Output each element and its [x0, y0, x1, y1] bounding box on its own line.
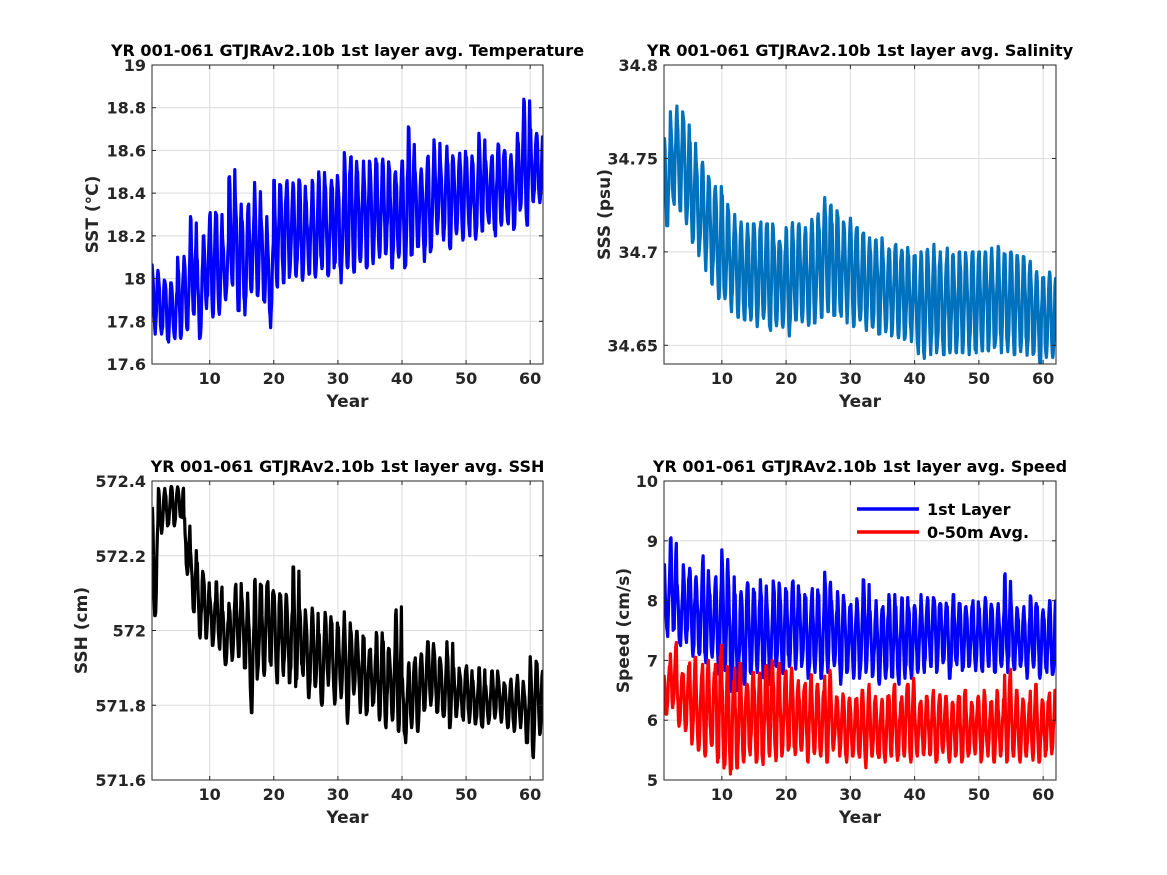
speed-xtick-label: 20 [775, 785, 797, 804]
salinity-xtick-label: 50 [968, 369, 990, 388]
speed-series-group [664, 536, 1056, 776]
salinity-ytick-label: 34.65 [607, 336, 658, 355]
speed-xtick-label: 50 [968, 785, 990, 804]
speed-ytick-label: 6 [647, 711, 658, 730]
salinity-ytick-label: 34.75 [607, 149, 658, 168]
salinity-title: YR 001-061 GTJRAv2.10b 1st layer avg. Sa… [646, 41, 1074, 60]
temperature-ytick-label: 17.6 [107, 355, 146, 374]
speed-xlabel: Year [838, 808, 882, 828]
temperature-ytick-label: 18 [124, 270, 146, 289]
salinity-xtick-label: 20 [775, 369, 797, 388]
temperature-xtick-label: 20 [263, 369, 285, 388]
temperature-panel: YR 001-061 GTJRAv2.10b 1st layer avg. Te… [83, 41, 584, 412]
speed-ytick-label: 10 [636, 472, 658, 491]
ssh-xtick-label: 10 [199, 785, 221, 804]
temperature-xlabel: Year [325, 392, 369, 412]
speed-axes-frame [663, 480, 1057, 781]
temperature-xtick-label: 40 [391, 369, 413, 388]
speed-series-line-1 [664, 640, 1056, 776]
salinity-ytick-label: 34.7 [619, 243, 658, 262]
temperature-xtick-label: 50 [455, 369, 477, 388]
salinity-xtick-label: 40 [903, 369, 925, 388]
ssh-ytick-label: 572.4 [95, 472, 146, 491]
ssh-xlabel: Year [325, 808, 369, 828]
salinity-xlabel: Year [838, 392, 882, 412]
salinity-ylabel: SSS (psu) [595, 169, 615, 260]
salinity-series-group [664, 104, 1056, 364]
salinity-ytick-label: 34.8 [619, 56, 658, 75]
speed-xtick-label: 30 [839, 785, 861, 804]
speed-ytick-label: 7 [647, 651, 658, 670]
salinity-series-line [664, 104, 1056, 364]
speed-ytick-label: 8 [647, 592, 658, 611]
ssh-series-group [152, 484, 543, 760]
temperature-series-line [152, 97, 543, 344]
temperature-xtick-label: 10 [199, 369, 221, 388]
speed-xtick-label: 40 [903, 785, 925, 804]
temperature-axes-frame [151, 64, 544, 365]
temperature-title: YR 001-061 GTJRAv2.10b 1st layer avg. Te… [110, 41, 584, 60]
speed-panel: YR 001-061 GTJRAv2.10b 1st layer avg. Sp… [614, 457, 1067, 828]
ssh-xtick-label: 20 [263, 785, 285, 804]
speed-legend-label: 1st Layer [927, 500, 1011, 519]
ssh-series-line [152, 484, 543, 760]
ssh-xtick-label: 30 [327, 785, 349, 804]
speed-ytick-label: 9 [647, 532, 658, 551]
temperature-ytick-label: 18.8 [107, 99, 146, 118]
speed-title: YR 001-061 GTJRAv2.10b 1st layer avg. Sp… [652, 457, 1067, 476]
speed-legend-label: 0-50m Avg. [927, 523, 1029, 542]
ssh-ytick-label: 572.2 [95, 547, 146, 566]
salinity-panel: YR 001-061 GTJRAv2.10b 1st layer avg. Sa… [595, 41, 1074, 412]
ssh-xtick-label: 60 [519, 785, 541, 804]
ssh-ytick-label: 571.6 [95, 771, 146, 790]
salinity-xtick-label: 30 [839, 369, 861, 388]
temperature-ytick-label: 18.4 [107, 184, 146, 203]
speed-ytick-label: 5 [647, 771, 658, 790]
temperature-ytick-label: 17.8 [107, 312, 146, 331]
ssh-ytick-label: 571.8 [95, 696, 146, 715]
salinity-xtick-label: 10 [711, 369, 733, 388]
temperature-ylabel: SST (°C) [83, 176, 103, 254]
ssh-title: YR 001-061 GTJRAv2.10b 1st layer avg. SS… [150, 457, 545, 476]
temperature-ytick-label: 18.2 [107, 227, 146, 246]
salinity-axes-frame [663, 64, 1057, 365]
speed-ylabel: Speed (cm/s) [614, 568, 634, 693]
ssh-xtick-label: 40 [391, 785, 413, 804]
temperature-ytick-label: 18.6 [107, 141, 146, 160]
speed-legend: 1st Layer 0-50m Avg. [857, 500, 1029, 542]
temperature-series-group [152, 97, 543, 344]
ssh-panel: YR 001-061 GTJRAv2.10b 1st layer avg. SS… [72, 457, 544, 828]
ssh-ylabel: SSH (cm) [72, 587, 92, 674]
temperature-ytick-label: 19 [124, 56, 146, 75]
speed-xtick-label: 60 [1032, 785, 1054, 804]
temperature-xtick-label: 60 [519, 369, 541, 388]
temperature-xtick-label: 30 [327, 369, 349, 388]
speed-series-line-0 [664, 536, 1056, 693]
ssh-ytick-label: 572 [113, 622, 146, 641]
speed-xtick-label: 10 [711, 785, 733, 804]
ssh-xtick-label: 50 [455, 785, 477, 804]
salinity-xtick-label: 60 [1032, 369, 1054, 388]
